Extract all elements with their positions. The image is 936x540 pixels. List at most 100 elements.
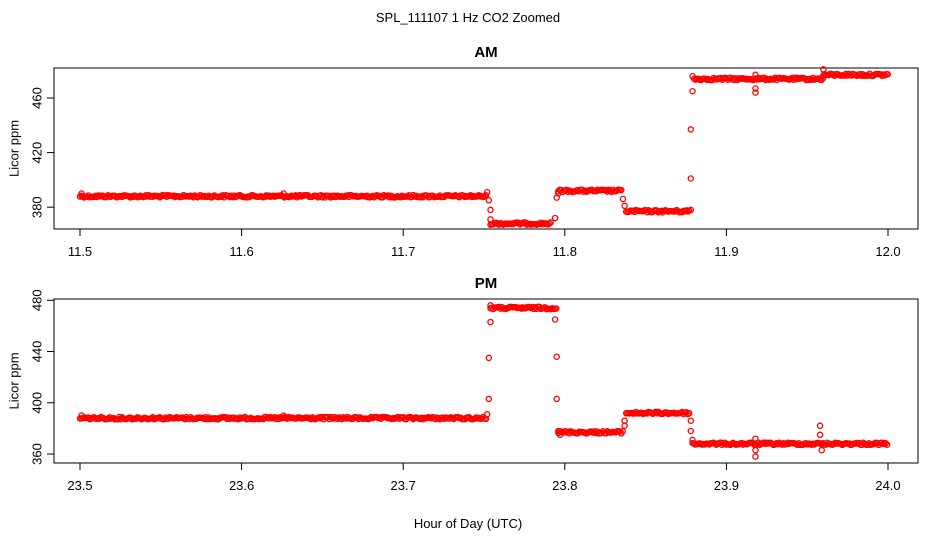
data-point [621,202,628,210]
data-point [621,417,628,424]
data-point [752,453,759,460]
data-point [334,415,341,423]
data-point [687,126,695,133]
data-point [752,85,759,92]
series-band [820,70,892,80]
x-tick-label: 23.7 [391,478,416,493]
data-point [556,431,564,439]
data-point [752,446,759,454]
data-point [483,411,491,418]
series-band [690,74,827,84]
data-point [820,66,827,73]
data-point [106,414,113,421]
data-point [267,413,274,421]
data-point [884,71,892,78]
x-tick-label: 24.0 [875,478,900,493]
data-point [687,417,695,424]
data-point [816,431,824,439]
data-point [621,422,628,430]
data-point [685,409,693,417]
plot-frame [53,298,919,464]
data-point [551,316,559,323]
data-point [689,87,696,95]
x-axis-label: Hour of Day (UTC) [414,516,522,531]
data-point [882,440,889,447]
data-point [280,412,287,419]
x-tick-label: 11.5 [68,244,92,259]
data-point [752,71,759,79]
y-tick-label: 380 [30,196,45,218]
data-point [602,187,610,194]
data-point [619,428,626,435]
y-tick-label: 360 [30,443,45,465]
data-points [76,302,891,460]
data-point [592,187,600,195]
data-point [485,395,493,403]
data-point [478,415,486,422]
data-point [574,186,582,194]
data-point [752,89,759,96]
data-point [518,305,525,312]
panel-title: PM [475,275,498,292]
y-axis-label: Licor ppm [7,120,22,177]
data-point [483,188,491,196]
data-point [802,440,810,447]
data-point [598,429,605,436]
data-point [883,441,891,448]
x-tick-label: 11.7 [391,244,415,259]
data-point [553,353,560,360]
data-point [485,197,493,204]
data-point [793,75,800,83]
panel-title: AM [474,44,497,61]
data-point [816,422,824,430]
data-point [487,206,494,214]
data-point [555,190,562,197]
x-tick-label: 12.0 [875,244,900,259]
data-point [78,190,85,197]
data-point [689,72,696,80]
x-tick-label: 23.8 [552,478,577,493]
y-tick-label: 440 [30,341,45,363]
y-tick-label: 420 [30,142,45,164]
series-band [622,408,693,418]
data-point [482,191,490,199]
data-point [487,216,494,223]
data-point [818,446,825,454]
data-point [170,192,178,199]
series-band [76,191,490,201]
y-tick-label: 480 [30,289,45,311]
y-axis-label: Licor ppm [7,352,22,409]
data-point [618,186,625,194]
y-tick-label: 460 [30,87,45,109]
panel-am: AM 11.5 11.6 11.7 11.8 11.9 12.0 380 420 460 Licor… [7,44,919,259]
data-point [78,412,85,419]
data-point [551,214,559,222]
data-point [723,74,730,82]
data-point [547,219,554,226]
data-point [778,441,786,448]
data-point [689,436,696,444]
data-point [687,206,695,214]
series-band [487,219,554,228]
x-tick-label: 11.6 [229,244,253,259]
data-point [687,427,695,435]
panel-pm: PM 23.5 23.6 23.7 23.8 23.9 24.0 360 400 440 480 Li… [7,275,919,493]
y-tick-label: 400 [30,392,45,414]
data-point [752,435,759,442]
x-tick-label: 23.6 [229,478,254,493]
x-tick-label: 11.9 [714,244,738,259]
data-point [485,354,493,362]
data-points [76,66,892,228]
figure-title: SPL_111107 1 Hz CO2 Zoomed [376,10,560,25]
data-point [619,195,627,203]
data-point [160,415,168,423]
data-point [532,304,539,311]
plot-frame [53,67,919,230]
x-tick-label: 23.9 [714,478,739,493]
data-point [487,318,494,326]
data-point [404,193,411,200]
data-point [553,395,560,403]
data-point [280,190,287,197]
data-point [770,75,778,83]
